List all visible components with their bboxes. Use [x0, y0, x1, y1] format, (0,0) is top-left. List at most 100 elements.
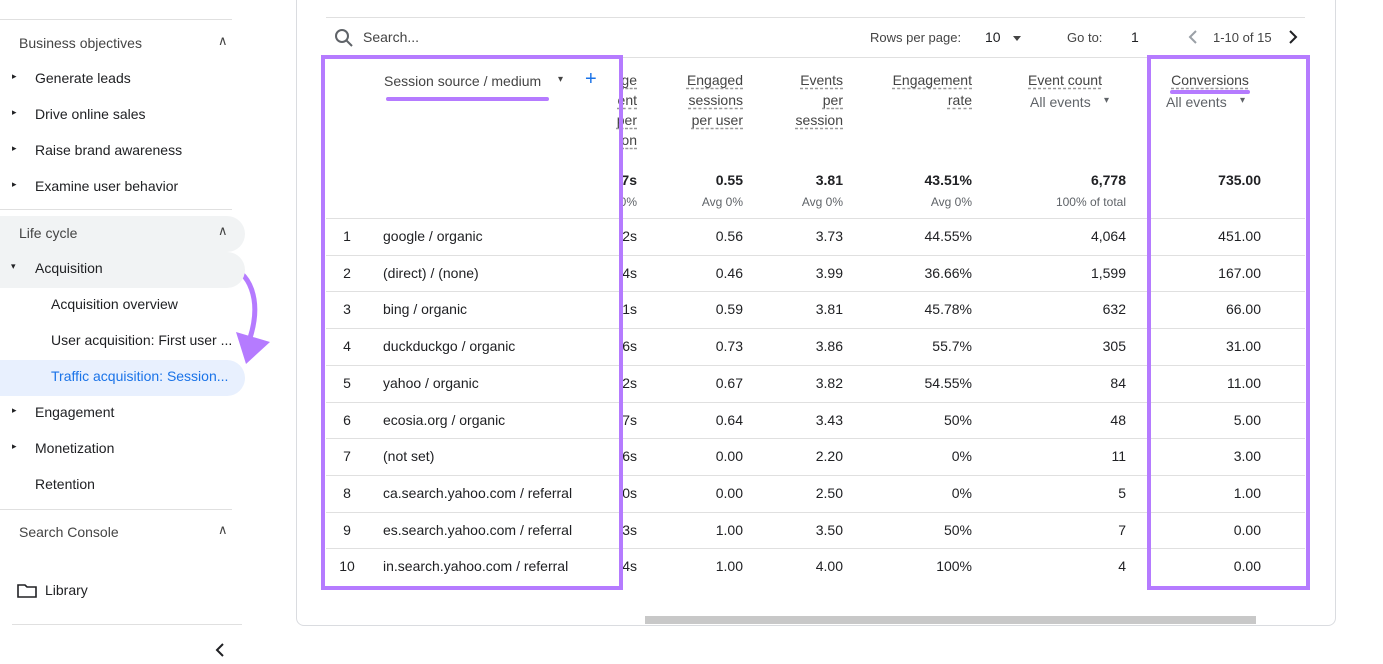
row-index: 8 [343, 485, 351, 501]
add-dimension[interactable]: + [585, 68, 597, 90]
dropdown-arrow [1013, 36, 1021, 41]
section-title[interactable]: Life cycle [19, 225, 78, 241]
cell: 7s [622, 412, 637, 428]
section-toggle[interactable]: ∧ [218, 33, 228, 48]
cell: 3.82 [815, 375, 843, 391]
header-underline [386, 97, 549, 101]
report-card [296, 0, 1336, 626]
divider [326, 475, 1305, 476]
total-value: 735.00 [1218, 172, 1261, 188]
total-sub: 100% of total [1055, 195, 1126, 209]
column-header[interactable]: Engagement rate [892, 72, 972, 108]
library-link[interactable]: Library [45, 582, 88, 598]
total-sub: Avg 0% [930, 195, 972, 209]
metric-filter[interactable]: All events [1030, 94, 1091, 110]
source-medium[interactable]: bing / organic [383, 301, 468, 317]
cell: 1.00 [1233, 485, 1261, 501]
row-index: 9 [343, 522, 351, 538]
cell: 0.00 [1233, 522, 1261, 538]
source-medium[interactable]: ca.search.yahoo.com / referral [383, 485, 573, 501]
cell: 31.00 [1225, 338, 1261, 354]
column-header[interactable]: Engaged sessions per user [686, 72, 743, 128]
nav-item[interactable]: Drive online sales [35, 106, 146, 122]
partial-clip [590, 338, 621, 356]
prev-page[interactable] [1188, 30, 1197, 44]
rows-select[interactable]: 10 [985, 29, 1001, 45]
source-medium[interactable]: ecosia.org / organic [383, 412, 506, 428]
partial-clip [590, 228, 621, 246]
cell: 2.20 [815, 448, 843, 464]
source-medium[interactable]: yahoo / organic [383, 375, 479, 391]
source-medium[interactable]: google / organic [383, 228, 483, 244]
section-title[interactable]: Business objectives [19, 35, 142, 51]
section-toggle[interactable]: ∧ [218, 223, 228, 238]
column-header[interactable]: Event count [1028, 72, 1102, 88]
goto-label: Go to: [1067, 30, 1103, 45]
nav-item[interactable]: Examine user behavior [35, 178, 179, 194]
row-index: 6 [343, 412, 351, 428]
total-value: 3.81 [815, 172, 843, 188]
column-header: ge [621, 72, 637, 88]
goto-input[interactable]: 1 [1131, 29, 1139, 45]
cell: 36.66% [924, 265, 972, 281]
source-medium[interactable]: es.search.yahoo.com / referral [383, 522, 573, 538]
expand-open: ▾ [11, 261, 16, 271]
filter-arrow: ▾ [1104, 95, 1110, 106]
divider [326, 402, 1305, 403]
divider [0, 209, 232, 210]
cell: 3.99 [815, 265, 843, 281]
column-header[interactable]: Conversions [1171, 72, 1249, 88]
nav-subitem[interactable]: User acquisition: First user ... [51, 332, 233, 348]
divider [326, 17, 1305, 18]
cell: 2s [622, 375, 637, 391]
nav-subitem[interactable]: Traffic acquisition: Session... [51, 368, 229, 384]
partial-clip [590, 558, 621, 576]
total-sub: Avg 0% [801, 195, 843, 209]
section-toggle[interactable]: ∧ [218, 522, 228, 537]
next-page[interactable] [1289, 30, 1298, 44]
source-medium[interactable]: in.search.yahoo.com / referral [383, 558, 569, 574]
cell: 4 [1118, 558, 1126, 574]
cell: 305 [1102, 338, 1126, 354]
cell: 54.55% [924, 375, 972, 391]
nav-item[interactable]: Generate leads [35, 70, 131, 86]
cell: 100% [936, 558, 972, 574]
cell: 84 [1110, 375, 1126, 391]
source-medium[interactable]: duckduckgo / organic [383, 338, 516, 354]
total-value: 7s [621, 172, 637, 188]
partial-clip [590, 412, 621, 430]
nav-item[interactable]: Engagement [35, 404, 115, 420]
nav-item[interactable]: Retention [35, 476, 95, 492]
cell: 66.00 [1225, 301, 1261, 317]
column-header[interactable]: Events per session [795, 72, 843, 128]
cell: 4s [622, 265, 637, 281]
metric-filter[interactable]: All events [1166, 94, 1227, 110]
nav-item[interactable]: Raise brand awareness [35, 142, 183, 158]
cell: 4,064 [1090, 228, 1126, 244]
cell: 0.56 [715, 228, 743, 244]
cell: 0.00 [1233, 558, 1261, 574]
cell: 0% [951, 448, 972, 464]
cell: 3.81 [815, 301, 843, 317]
column-header[interactable]: Session source / medium [384, 73, 542, 89]
nav-item[interactable]: Monetization [35, 440, 115, 456]
scrollbar[interactable] [645, 616, 1256, 624]
search-input[interactable]: Search... [363, 29, 420, 45]
row-index: 2 [343, 265, 351, 281]
collapse-icon[interactable] [215, 643, 224, 657]
nav-subitem[interactable]: Acquisition overview [51, 296, 178, 312]
cell: 0.00 [715, 448, 743, 464]
source-medium[interactable]: (direct) / (none) [383, 265, 479, 281]
cell: 0.67 [715, 375, 743, 391]
expand-icon: ▸ [12, 179, 17, 189]
section-title[interactable]: Search Console [19, 524, 119, 540]
cell: 4s [622, 558, 637, 574]
filter-arrow: ▾ [1240, 95, 1246, 106]
nav-item[interactable]: Acquisition [35, 260, 103, 276]
cell: 5.00 [1233, 412, 1261, 428]
source-medium[interactable]: (not set) [383, 448, 435, 464]
cell: 3.00 [1233, 448, 1261, 464]
arrow-head [236, 332, 270, 364]
cell: 45.78% [924, 301, 972, 317]
expand-icon: ▸ [12, 71, 17, 81]
